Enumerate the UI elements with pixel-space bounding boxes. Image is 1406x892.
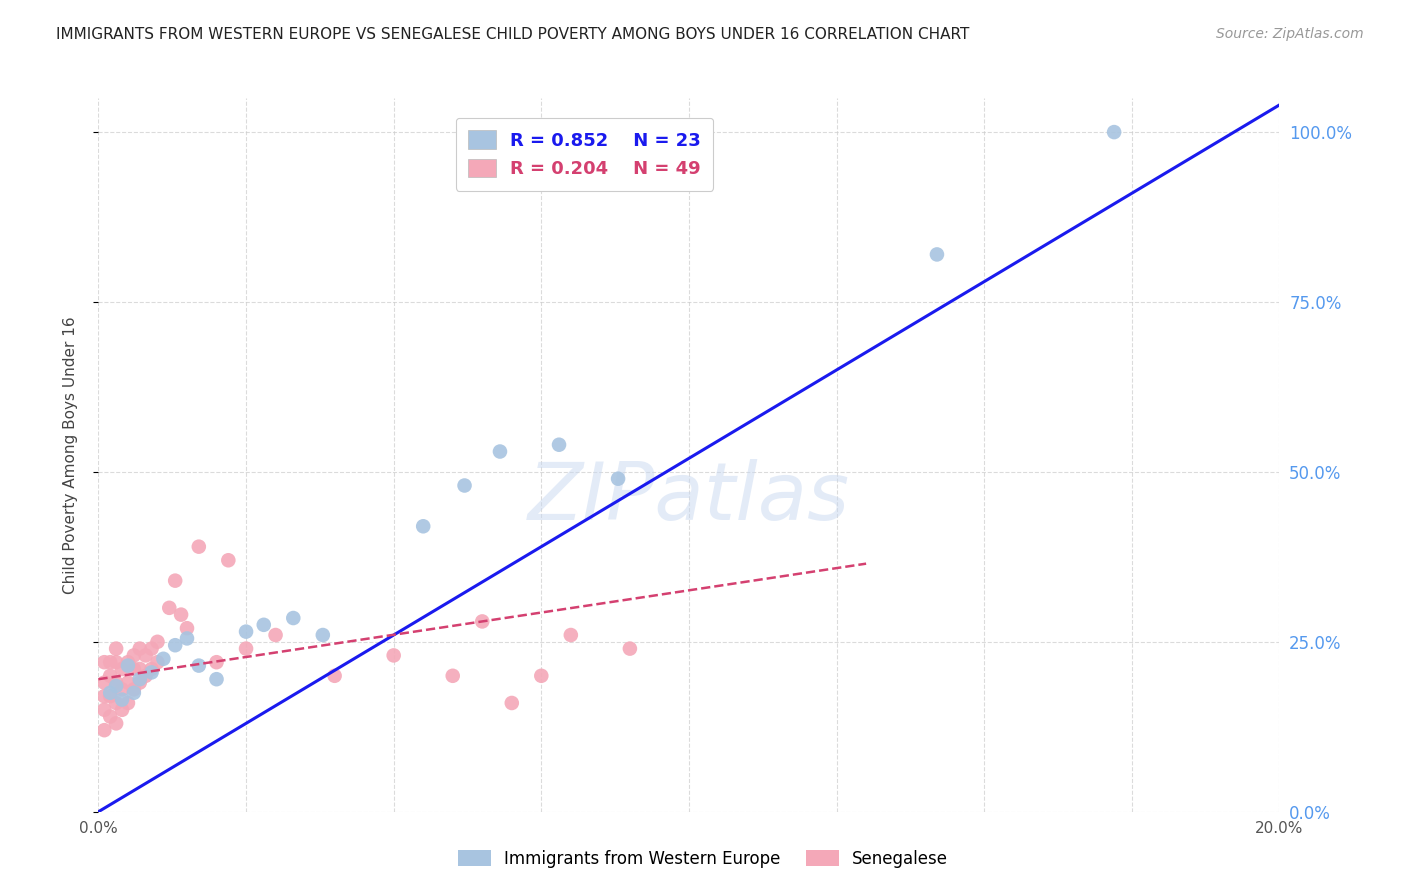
Point xyxy=(135,669,157,683)
Point xyxy=(264,628,287,642)
Point xyxy=(111,692,134,706)
Point xyxy=(117,675,139,690)
Point xyxy=(205,655,228,669)
Point xyxy=(128,641,150,656)
Text: Source: ZipAtlas.com: Source: ZipAtlas.com xyxy=(1216,27,1364,41)
Point xyxy=(187,658,209,673)
Point xyxy=(98,686,121,700)
Point xyxy=(152,652,174,666)
Point xyxy=(105,716,128,731)
Point xyxy=(117,658,139,673)
Point xyxy=(128,672,150,686)
Point xyxy=(111,662,134,676)
Point xyxy=(217,553,239,567)
Point xyxy=(117,696,139,710)
Point xyxy=(122,662,145,676)
Point xyxy=(105,696,128,710)
Point xyxy=(501,696,523,710)
Point xyxy=(382,648,405,663)
Point xyxy=(312,628,335,642)
Point xyxy=(489,444,512,458)
Point xyxy=(122,686,145,700)
Point xyxy=(105,641,128,656)
Point xyxy=(141,641,163,656)
Point xyxy=(548,438,571,452)
Point xyxy=(117,655,139,669)
Point xyxy=(530,669,553,683)
Legend: R = 0.852    N = 23, R = 0.204    N = 49: R = 0.852 N = 23, R = 0.204 N = 49 xyxy=(456,118,713,191)
Point xyxy=(283,611,305,625)
Point xyxy=(111,703,134,717)
Point xyxy=(925,247,948,261)
Text: IMMIGRANTS FROM WESTERN EUROPE VS SENEGALESE CHILD POVERTY AMONG BOYS UNDER 16 C: IMMIGRANTS FROM WESTERN EUROPE VS SENEGA… xyxy=(56,27,970,42)
Legend: Immigrants from Western Europe, Senegalese: Immigrants from Western Europe, Senegale… xyxy=(451,844,955,875)
Point xyxy=(135,648,157,663)
Point xyxy=(141,662,163,676)
Point xyxy=(323,669,346,683)
Point xyxy=(441,669,464,683)
Point xyxy=(170,607,193,622)
Point xyxy=(1102,125,1125,139)
Point xyxy=(146,655,169,669)
Point xyxy=(93,675,115,690)
Point xyxy=(105,675,128,690)
Point xyxy=(128,675,150,690)
Point xyxy=(98,655,121,669)
Point xyxy=(141,665,163,680)
Point xyxy=(165,574,187,588)
Point xyxy=(205,672,228,686)
Point xyxy=(93,723,115,738)
Text: ZIPatlas: ZIPatlas xyxy=(527,458,851,537)
Point xyxy=(146,635,169,649)
Point xyxy=(176,632,198,646)
Point xyxy=(560,628,582,642)
Point xyxy=(122,682,145,697)
Point xyxy=(176,621,198,635)
Point xyxy=(619,641,641,656)
Point xyxy=(128,662,150,676)
Point xyxy=(453,478,475,492)
Point xyxy=(111,682,134,697)
Point xyxy=(157,600,180,615)
Y-axis label: Child Poverty Among Boys Under 16: Child Poverty Among Boys Under 16 xyxy=(63,316,77,594)
Point xyxy=(253,617,276,632)
Point xyxy=(235,641,257,656)
Point xyxy=(93,689,115,703)
Point xyxy=(412,519,434,533)
Point xyxy=(93,703,115,717)
Point xyxy=(165,638,187,652)
Point xyxy=(105,655,128,669)
Point xyxy=(93,655,115,669)
Point xyxy=(607,472,630,486)
Point xyxy=(471,615,494,629)
Point xyxy=(122,648,145,663)
Point xyxy=(187,540,209,554)
Point xyxy=(98,669,121,683)
Point xyxy=(98,709,121,723)
Point xyxy=(105,679,128,693)
Point xyxy=(235,624,257,639)
Point xyxy=(98,689,121,703)
